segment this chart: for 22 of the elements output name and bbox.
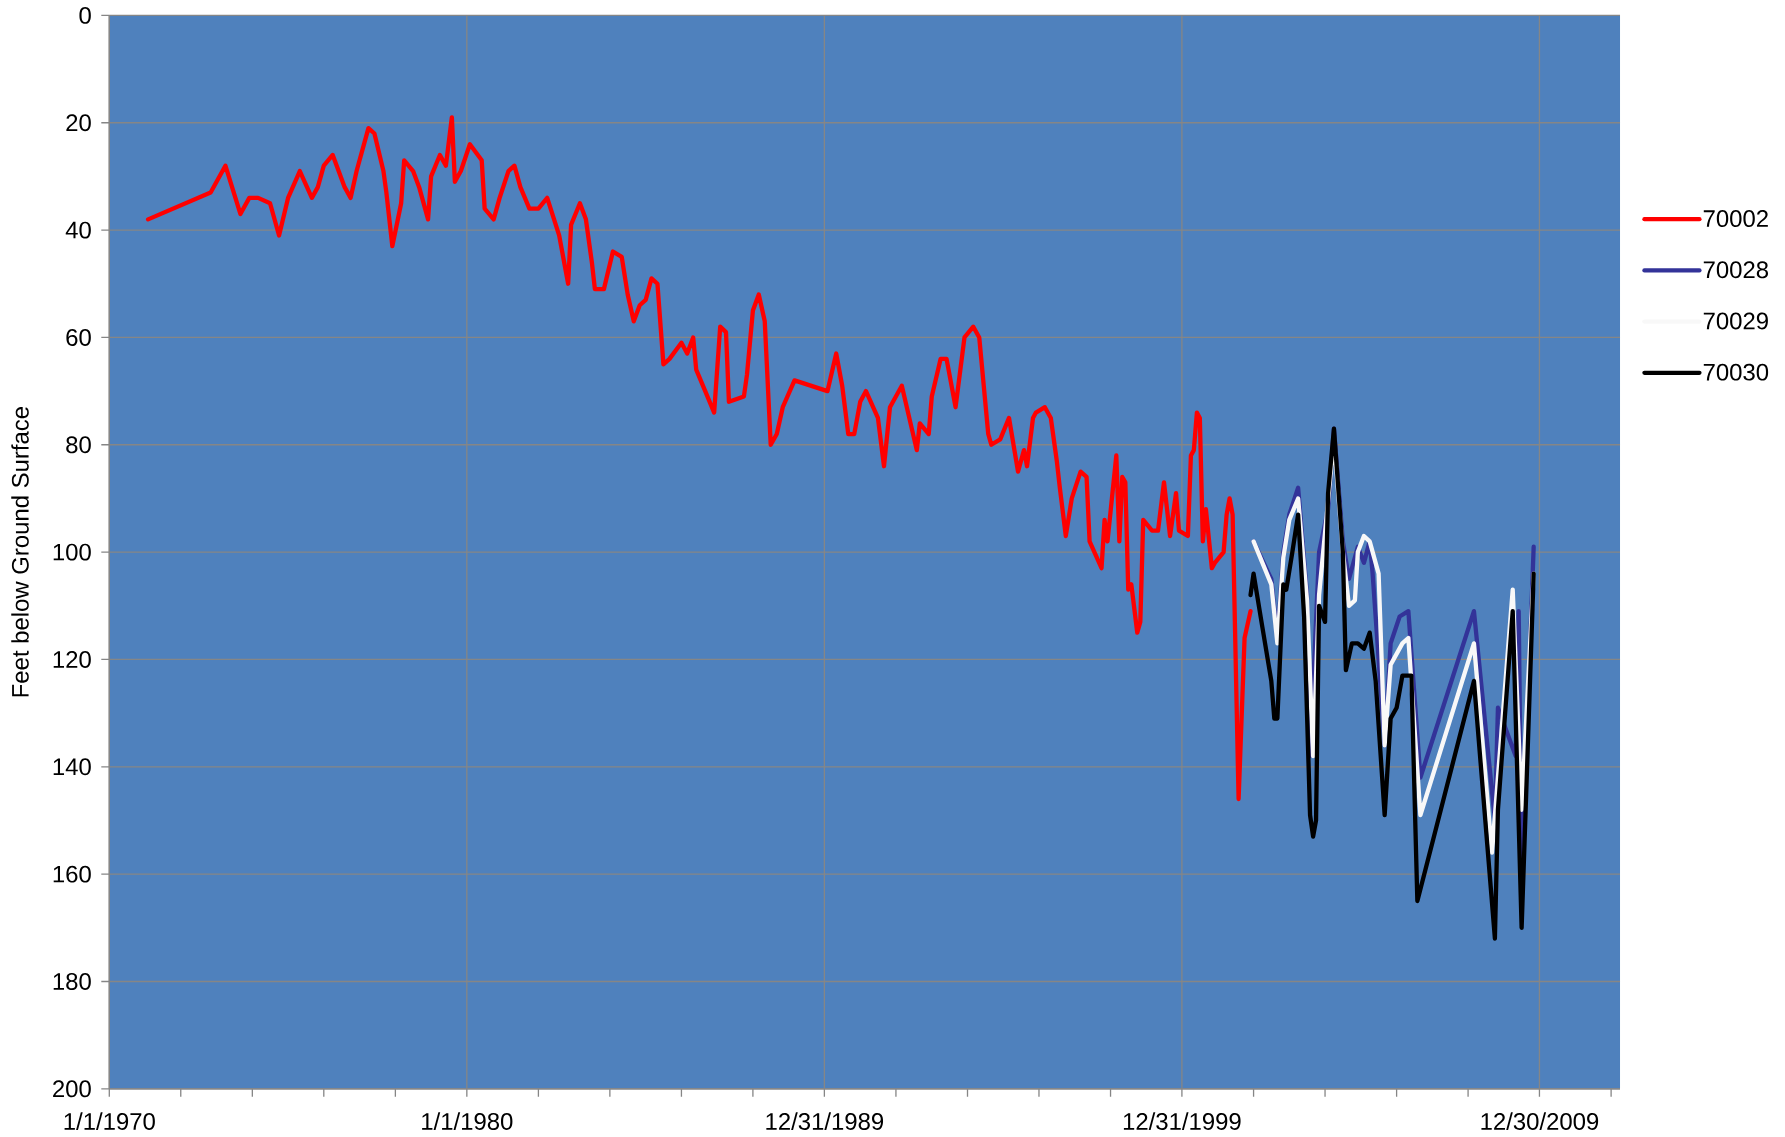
y-tick-label: 140 [53, 758, 91, 776]
y-tick-label: 200 [53, 1080, 91, 1098]
y-tick-label: 160 [53, 865, 91, 883]
y-tick-label: 0 [79, 6, 91, 24]
x-tick-label: 12/30/2009 [1481, 1112, 1599, 1130]
x-tick-label: 1/1/1970 [64, 1112, 155, 1130]
y-tick-label: 180 [53, 973, 91, 990]
legend-label: 70030 [1703, 363, 1769, 381]
x-tick-label: 1/1/1980 [422, 1112, 513, 1130]
y-tick-label: 100 [53, 543, 91, 561]
y-tick-label: 60 [66, 328, 91, 346]
y-tick-label: 40 [65, 221, 91, 239]
line-series [145, 115, 1253, 802]
y-axis-title: Feet below Ground Surface [11, 407, 29, 697]
x-tick-label: 12/31/1999 [1123, 1112, 1241, 1130]
x-tick-label: 12/31/1989 [766, 1112, 884, 1130]
y-tick-label: 80 [66, 436, 91, 454]
legend-label: 70028 [1703, 261, 1769, 279]
y-tick-label: 120 [53, 651, 91, 668]
y-tick-label: 20 [66, 114, 91, 132]
legend-label: 70029 [1703, 312, 1768, 330]
legend-label: 70002 [1703, 210, 1768, 228]
